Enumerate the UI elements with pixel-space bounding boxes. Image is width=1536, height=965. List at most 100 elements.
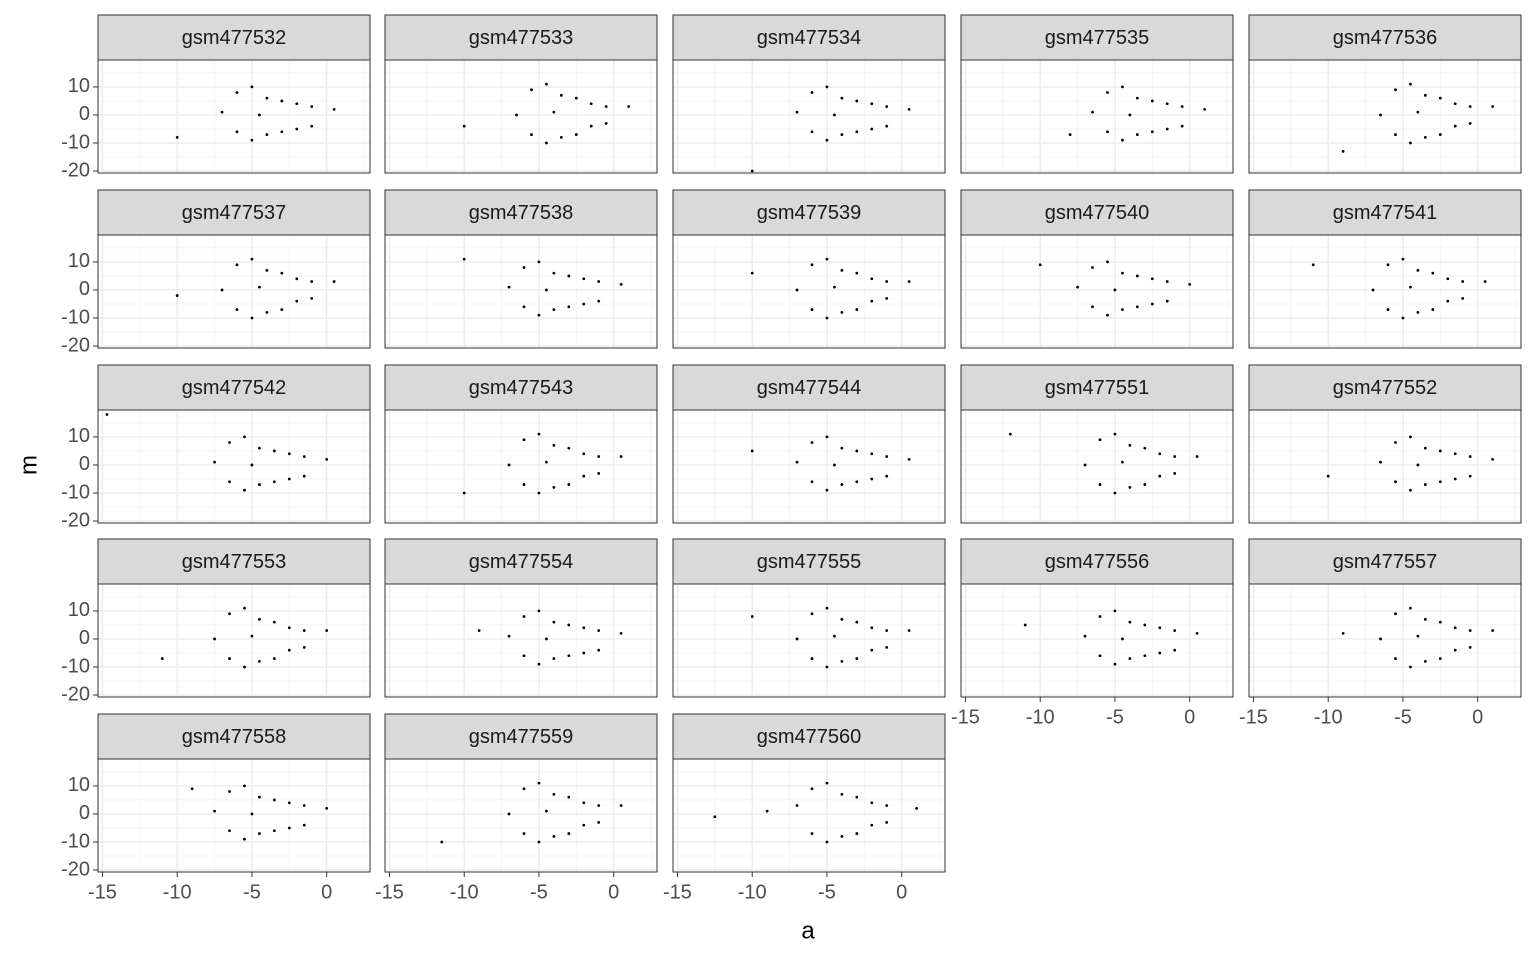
point	[1409, 141, 1412, 145]
point	[597, 471, 601, 475]
point	[250, 138, 254, 142]
strip	[97, 189, 371, 236]
panel-border	[1248, 409, 1522, 524]
point	[462, 491, 466, 495]
point	[1188, 282, 1192, 286]
point	[1394, 441, 1397, 444]
point	[870, 299, 874, 303]
point	[272, 657, 276, 660]
strip-label: gsm477555	[757, 551, 862, 573]
point	[243, 606, 246, 610]
point	[1158, 474, 1162, 478]
point	[1173, 471, 1177, 475]
point	[567, 274, 571, 278]
point	[833, 634, 836, 638]
strip-label: gsm477558	[182, 726, 287, 748]
point	[1023, 623, 1027, 627]
point	[243, 837, 246, 841]
point	[1491, 629, 1495, 632]
point	[1483, 280, 1487, 283]
strip	[384, 713, 658, 760]
point	[287, 826, 291, 830]
point	[1416, 310, 1420, 314]
strip	[672, 364, 946, 411]
point	[825, 85, 829, 89]
point	[1195, 455, 1199, 458]
panel-border	[97, 234, 371, 349]
point	[885, 105, 889, 108]
y-tick-label: -10	[61, 830, 90, 852]
point	[1326, 474, 1330, 478]
point	[1106, 313, 1109, 317]
point	[870, 801, 874, 805]
point	[1468, 121, 1472, 125]
point	[1165, 127, 1169, 131]
point	[552, 620, 556, 624]
point	[1143, 623, 1147, 627]
point	[870, 102, 874, 106]
point	[840, 96, 844, 100]
point	[310, 105, 314, 108]
point	[272, 620, 276, 624]
point	[713, 815, 717, 819]
point	[258, 483, 261, 486]
point	[870, 477, 874, 481]
point	[870, 277, 874, 281]
point	[302, 629, 306, 632]
panel-bg	[98, 584, 370, 697]
point	[567, 446, 571, 450]
point	[515, 113, 518, 117]
point	[175, 294, 179, 297]
y-tick-label: 0	[79, 453, 90, 475]
point	[1386, 263, 1390, 267]
strip-label: gsm477556	[1045, 551, 1150, 573]
point	[1468, 645, 1472, 649]
y-tick-label: -20	[61, 858, 90, 880]
point	[1121, 460, 1124, 464]
panel-bg	[385, 759, 657, 872]
point	[1008, 432, 1012, 436]
strip-label: gsm477536	[1333, 27, 1438, 49]
strip-label: gsm477560	[757, 726, 862, 748]
point	[1180, 124, 1184, 128]
panel-bg	[673, 410, 945, 523]
point	[885, 645, 889, 649]
strip	[672, 713, 946, 760]
point	[287, 648, 291, 652]
point	[1401, 316, 1405, 320]
point	[1416, 268, 1420, 272]
point	[810, 612, 814, 616]
x-axis-title: a	[801, 917, 815, 944]
point	[870, 648, 874, 652]
point	[250, 85, 254, 89]
point	[552, 308, 556, 311]
y-tick-label: -10	[61, 655, 90, 677]
panel-border	[672, 59, 946, 174]
point	[795, 804, 799, 807]
strip	[960, 538, 1234, 585]
y-tick-label: -10	[61, 306, 90, 328]
point	[907, 280, 911, 283]
point	[295, 127, 299, 131]
point	[1091, 305, 1094, 309]
point	[213, 460, 216, 464]
point	[619, 631, 623, 635]
point	[545, 288, 548, 292]
point	[302, 474, 306, 478]
point	[522, 615, 526, 618]
point	[1106, 260, 1109, 264]
point	[1083, 463, 1087, 467]
point	[589, 102, 593, 106]
point	[228, 441, 231, 444]
point	[907, 107, 911, 111]
panel-bg	[961, 410, 1233, 523]
point	[552, 443, 556, 447]
point	[1150, 302, 1154, 306]
point	[302, 823, 306, 827]
point	[795, 460, 799, 464]
point	[597, 804, 601, 807]
point	[280, 308, 284, 311]
point	[840, 483, 844, 486]
panel-bg	[385, 235, 657, 348]
point	[825, 606, 829, 610]
